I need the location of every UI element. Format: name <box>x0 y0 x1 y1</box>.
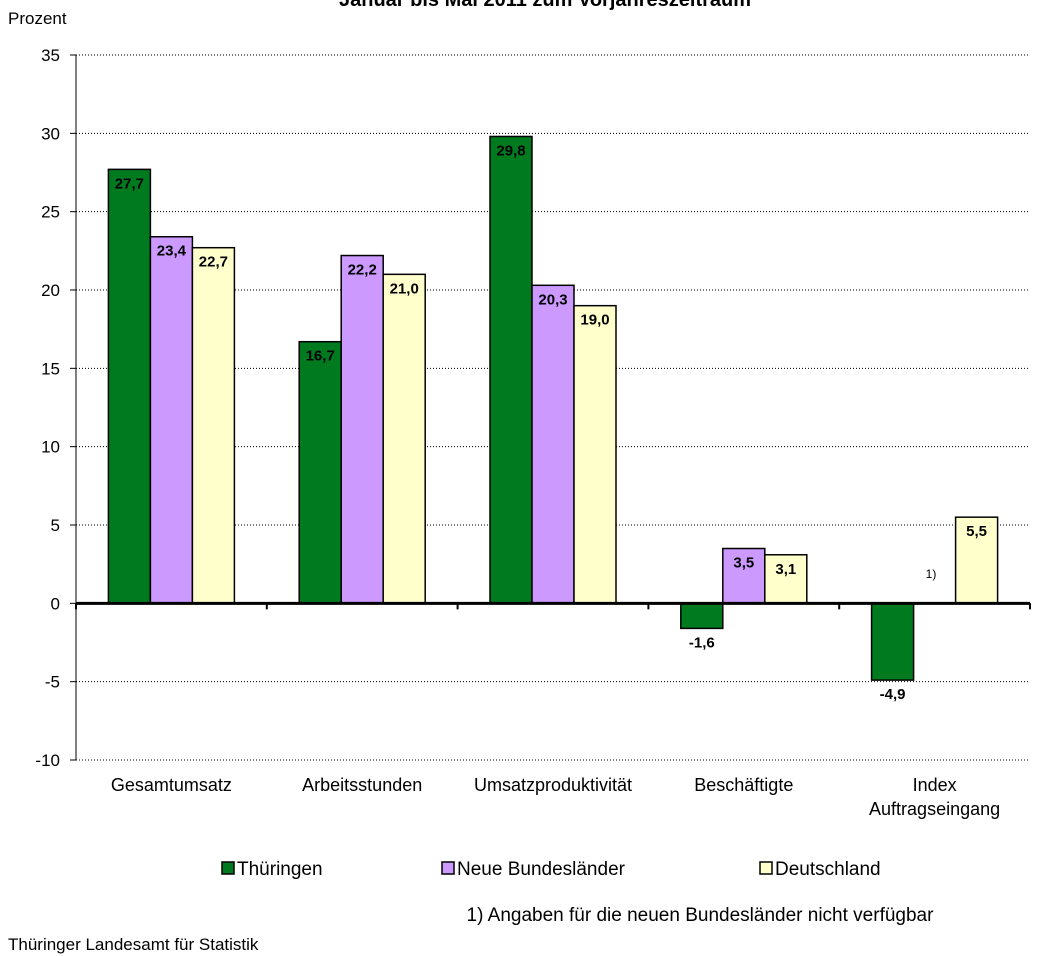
bars <box>107 135 999 681</box>
axes: -10 -5 0 5 10 15 20 25 30 35 <box>35 46 1031 770</box>
bar-s0-c1 <box>298 340 342 605</box>
category-labels: Gesamtumsatz Arbeitsstunden Umsatzprodukti… <box>111 775 1000 819</box>
data-label-s1-c3: 3,5 <box>733 555 754 572</box>
data-label-s0-c2: 29,8 <box>496 142 525 159</box>
data-label-s2-c4: 5,5 <box>966 523 987 540</box>
y-tick-label-6: 20 <box>41 281 60 300</box>
data-label-s2-c1: 21,0 <box>390 280 419 297</box>
data-labels: 27,7 16,7 29,8 -1,6 -4,9 23,4 22,2 20,3 3,5 22,7 2… <box>115 142 987 703</box>
data-label-s2-c3: 3,1 <box>775 561 796 578</box>
data-label-s1-c1: 22,2 <box>348 262 377 279</box>
y-tick-label-3: 5 <box>51 516 60 535</box>
data-label-s0-c4: -4,9 <box>880 686 906 703</box>
bar-s2-c1 <box>382 273 426 605</box>
footnote-text: 1) Angaben für die neuen Bundesländer ni… <box>467 905 935 926</box>
category-label-4-0: Index <box>913 775 957 795</box>
bar-s2-c0 <box>191 246 236 605</box>
data-label-s2-c2: 19,0 <box>580 312 609 329</box>
data-label-s1-c2: 20,3 <box>538 291 567 308</box>
bar-s0-c3 <box>680 602 724 630</box>
data-label-s0-c1: 16,7 <box>306 348 335 365</box>
bar-s0-c2 <box>489 135 533 605</box>
y-axis-label: Prozent <box>8 9 67 28</box>
data-label-s2-c0: 22,7 <box>199 254 228 271</box>
category-label-1-0: Arbeitsstunden <box>302 775 422 795</box>
y-tick-label-2: 0 <box>51 594 60 613</box>
legend: Thüringen Neue Bundesländer Deutschland <box>221 859 881 880</box>
bar-s0-c0 <box>107 168 152 605</box>
category-label-3-0: Beschäftigte <box>694 775 793 795</box>
legend-label-2: Deutschland <box>775 859 881 880</box>
footnote-marker: 1) <box>926 567 937 581</box>
legend-swatch-1 <box>441 861 455 875</box>
category-label-4-1: Auftragseingang <box>869 799 1000 819</box>
legend-swatch-2 <box>759 861 773 875</box>
category-label-0-0: Gesamtumsatz <box>111 775 232 795</box>
y-tick-label-7: 25 <box>41 203 60 222</box>
legend-swatch-0 <box>221 861 235 875</box>
data-label-s0-c0: 27,7 <box>115 175 144 192</box>
y-tick-label-0: -10 <box>35 751 60 770</box>
category-label-2-0: Umsatzproduktivität <box>474 775 632 795</box>
legend-label-0: Thüringen <box>237 859 323 880</box>
bar-s0-c4 <box>870 602 915 681</box>
data-label-s0-c3: -1,6 <box>689 634 715 651</box>
y-tick-label-9: 35 <box>41 46 60 65</box>
y-tick-label-8: 30 <box>41 124 60 143</box>
bar-s1-c1 <box>340 254 384 605</box>
data-label-s1-c0: 23,4 <box>157 243 187 260</box>
bar-s1-c0 <box>149 235 194 605</box>
bar-s1-c2 <box>531 284 575 605</box>
chart-title: Januar bis Mai 2011 zum Vorjahreszeitrau… <box>339 0 751 11</box>
legend-label-1: Neue Bundesländer <box>457 859 626 880</box>
y-tick-label-1: -5 <box>45 673 60 692</box>
source-note: Thüringer Landesamt für Statistik <box>8 935 259 954</box>
y-tick-label-5: 15 <box>41 359 60 378</box>
y-tick-label-4: 10 <box>41 438 60 457</box>
bar-s2-c2 <box>573 304 617 605</box>
